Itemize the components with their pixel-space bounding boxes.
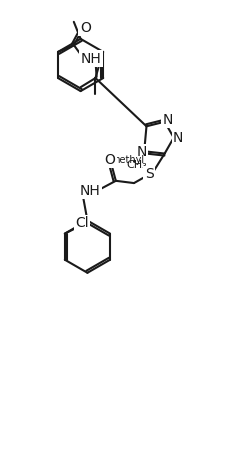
Text: N: N: [136, 145, 147, 159]
Text: NH: NH: [80, 184, 101, 198]
Text: O: O: [105, 153, 116, 167]
Text: Cl: Cl: [75, 217, 89, 230]
Text: methyl: methyl: [111, 154, 145, 165]
Text: NH: NH: [81, 52, 101, 66]
Text: O: O: [80, 21, 91, 35]
Text: N: N: [163, 113, 173, 127]
Text: S: S: [145, 167, 154, 181]
Text: CH₃: CH₃: [126, 160, 147, 170]
Text: N: N: [173, 131, 183, 145]
